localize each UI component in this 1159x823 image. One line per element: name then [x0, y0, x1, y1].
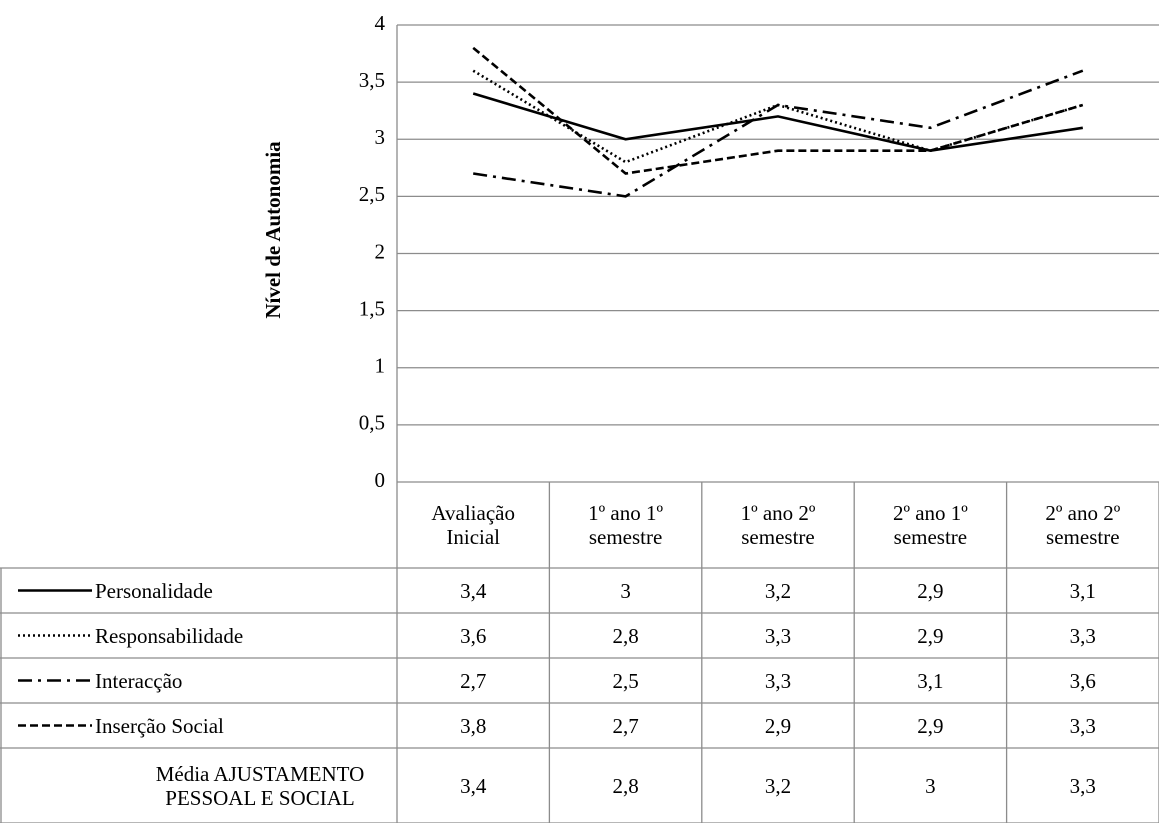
table-value: 3,3 [764, 623, 792, 648]
y-tick-label: 2,5 [359, 182, 385, 206]
table-value: 2,9 [917, 578, 944, 603]
y-tick-label: 1 [375, 354, 386, 378]
legend-label: Inserção Social [95, 713, 224, 738]
x-tick-label: 2º ano 1º semestre [892, 501, 968, 549]
y-axis-label: Nível de Autonomia [261, 141, 285, 319]
table-value: 2,7 [460, 668, 487, 693]
table-value: 3,3 [1069, 713, 1096, 738]
legend-label: Interacção [95, 668, 183, 693]
table-value: 2,9 [917, 713, 944, 738]
table-value: 2,7 [612, 713, 639, 738]
y-tick-label: 0,5 [359, 411, 385, 435]
table-value: 3,8 [460, 713, 487, 738]
table-value: 3,2 [764, 773, 792, 798]
table-value: 3,1 [1069, 578, 1096, 603]
y-tick-label: 4 [375, 11, 386, 35]
legend-label: Personalidade [95, 578, 213, 603]
table-value: 3,1 [917, 668, 944, 693]
table-value: 2,9 [917, 623, 944, 648]
table-value: 3,3 [764, 668, 792, 693]
table-value: 3,3 [1069, 623, 1096, 648]
series-line [472, 46, 1084, 175]
x-tick-label: 1º ano 1º semestre [588, 501, 663, 549]
table-value: 2,5 [612, 668, 639, 693]
table-value: 3,4 [460, 773, 487, 798]
table-value: 3,6 [1069, 668, 1096, 693]
y-tick-label: 1,5 [359, 296, 385, 320]
y-tick-label: 3 [375, 125, 386, 149]
table-value: 2,9 [764, 713, 792, 738]
series-line [473, 69, 1084, 198]
table-value: 3 [620, 578, 631, 603]
y-tick-label: 0 [375, 468, 386, 492]
legend-label: Média AJUSTAMENTO PESSOAL E SOCIAL [155, 761, 365, 810]
table-value: 3,6 [460, 623, 487, 648]
x-tick-label: Avaliação Inicial [431, 501, 515, 549]
y-tick-label: 3,5 [359, 68, 385, 92]
x-tick-label: 1º ano 2º semestre [740, 501, 816, 549]
table-value: 2,8 [612, 773, 639, 798]
series-line [472, 92, 1083, 152]
table-value: 3,4 [460, 578, 487, 603]
x-tick-label: 2º ano 2º semestre [1045, 501, 1121, 549]
legend-label: Responsabilidade [95, 623, 244, 648]
table-value: 3 [925, 773, 936, 798]
y-tick-label: 2 [375, 239, 386, 263]
table-value: 2,8 [612, 623, 639, 648]
table-value: 3,3 [1069, 773, 1096, 798]
table-value: 3,2 [764, 578, 792, 603]
